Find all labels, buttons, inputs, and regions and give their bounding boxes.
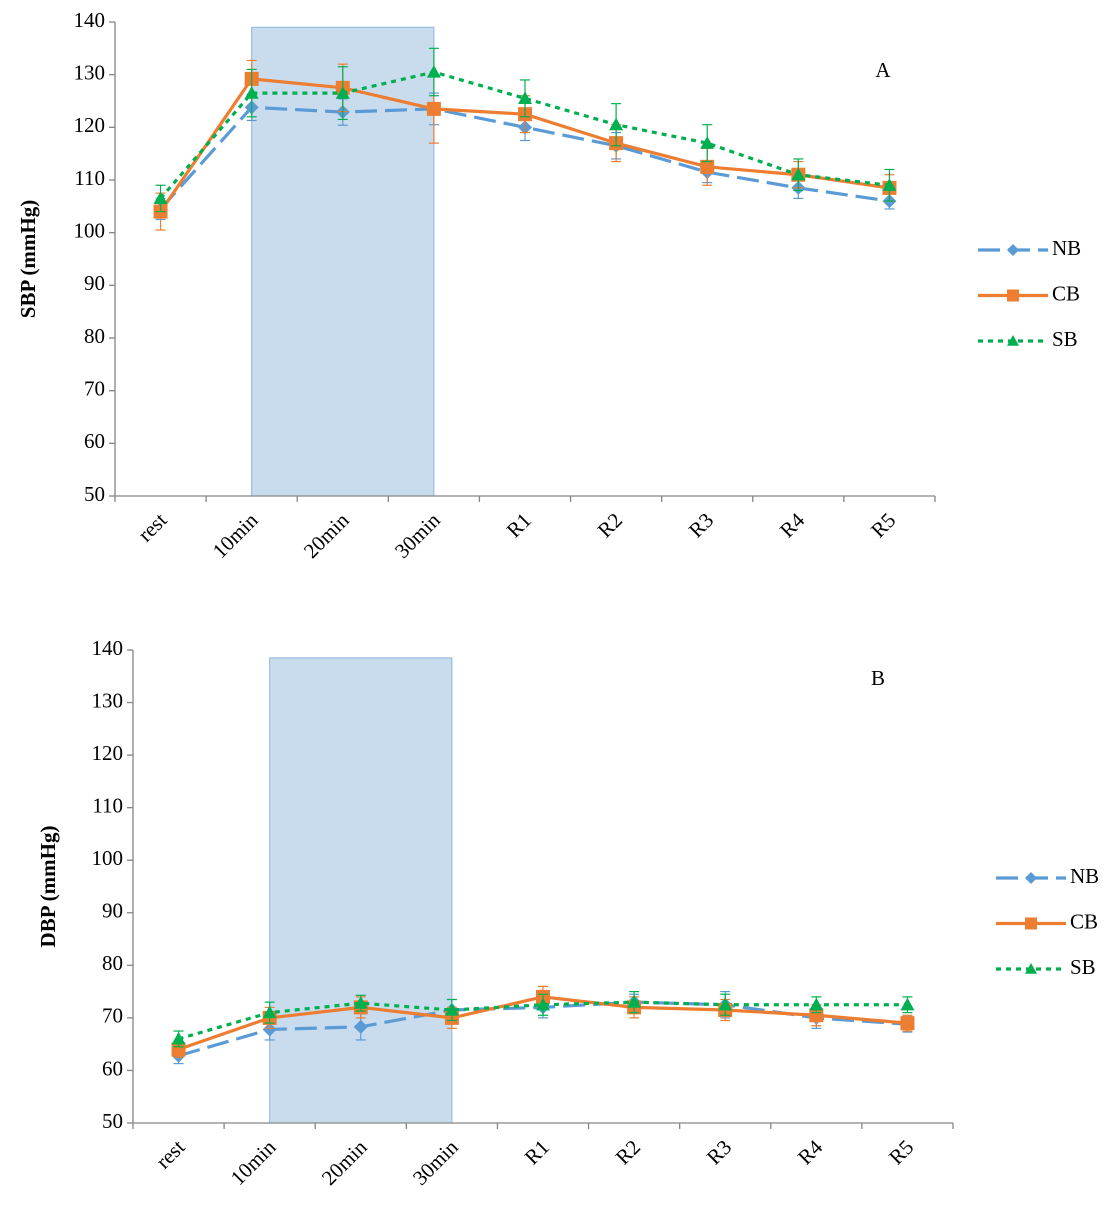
- marker: [518, 91, 532, 104]
- y-tick-label: 140: [92, 636, 124, 660]
- marker: [700, 159, 715, 174]
- y-tick-label: 100: [92, 846, 124, 870]
- y-tick-label: 60: [84, 429, 105, 453]
- marker: [335, 86, 350, 99]
- y-tick-label: 50: [84, 482, 105, 506]
- panel-label: B: [871, 666, 885, 690]
- marker: [809, 997, 824, 1011]
- marker: [426, 65, 441, 78]
- marker: [262, 1005, 277, 1019]
- marker: [609, 117, 624, 131]
- x-tick-label: R3: [702, 1135, 736, 1169]
- legend-label: SB: [1052, 327, 1078, 351]
- marker: [262, 1022, 277, 1037]
- legend-label: NB: [1052, 236, 1081, 260]
- x-tick-label: R2: [593, 508, 627, 542]
- marker: [1025, 872, 1037, 884]
- y-tick-label: 110: [92, 793, 123, 817]
- legend-label: SB: [1070, 955, 1096, 979]
- marker: [153, 191, 168, 205]
- x-tick-label: 10min: [208, 508, 263, 563]
- x-tick-label: 20min: [299, 508, 354, 563]
- series-line: [159, 70, 890, 200]
- marker: [536, 997, 550, 1011]
- y-tick-label: 100: [74, 218, 106, 242]
- y-axis-title: DBP (mmHg): [36, 826, 60, 948]
- x-tick-label: R3: [684, 508, 718, 542]
- x-tick-label: 30min: [408, 1135, 463, 1190]
- y-tick-label: 70: [102, 1004, 123, 1028]
- y-tick-label: 70: [84, 376, 105, 400]
- panel-label: A: [875, 58, 891, 82]
- marker: [1007, 244, 1019, 256]
- shaded-period: [269, 657, 453, 1124]
- marker: [353, 1019, 368, 1034]
- marker: [718, 997, 733, 1011]
- x-tick-label: R1: [502, 508, 536, 542]
- x-tick-label: R5: [866, 508, 900, 542]
- marker: [1007, 289, 1019, 302]
- x-tick-label: R4: [775, 508, 810, 543]
- y-tick-label: 50: [102, 1109, 123, 1133]
- y-tick-label: 110: [74, 166, 105, 190]
- y-tick-label: 130: [74, 60, 106, 84]
- y-tick-label: 120: [74, 113, 106, 137]
- legend-label: NB: [1070, 864, 1099, 888]
- y-tick-label: 80: [84, 324, 105, 348]
- x-tick-label: rest: [133, 508, 172, 547]
- y-tick-label: 90: [84, 271, 105, 295]
- x-tick-label: R5: [884, 1135, 918, 1169]
- marker: [353, 996, 368, 1009]
- y-tick-label: 90: [102, 899, 123, 923]
- marker: [244, 86, 259, 99]
- x-tick-label: R2: [611, 1135, 645, 1169]
- marker: [171, 1031, 186, 1045]
- x-tick-label: 10min: [226, 1135, 281, 1190]
- marker: [1025, 963, 1037, 974]
- y-tick-label: 130: [92, 688, 124, 712]
- legend-label: CB: [1070, 909, 1098, 933]
- y-tick-label: 140: [74, 8, 106, 32]
- x-tick-label: rest: [151, 1135, 190, 1174]
- marker: [900, 997, 915, 1011]
- x-tick-label: 20min: [317, 1135, 372, 1190]
- marker: [809, 1008, 824, 1023]
- marker: [171, 1042, 186, 1057]
- marker: [882, 178, 897, 191]
- x-tick-label: R1: [520, 1135, 554, 1169]
- y-tick-label: 120: [92, 741, 124, 765]
- y-tick-label: 80: [102, 951, 123, 975]
- x-tick-label: R4: [793, 1135, 828, 1170]
- y-axis-title: SBP (mmHg): [16, 200, 40, 318]
- y-tick-label: 60: [102, 1056, 123, 1080]
- series-line: [178, 1000, 908, 1041]
- x-tick-label: 30min: [390, 508, 445, 563]
- marker: [426, 101, 441, 116]
- marker: [1007, 335, 1019, 346]
- marker: [791, 167, 806, 181]
- marker: [900, 1016, 915, 1031]
- marker: [444, 1003, 459, 1016]
- marker: [1025, 917, 1037, 930]
- marker: [700, 136, 715, 149]
- marker: [627, 995, 642, 1008]
- legend-label: CB: [1052, 281, 1080, 305]
